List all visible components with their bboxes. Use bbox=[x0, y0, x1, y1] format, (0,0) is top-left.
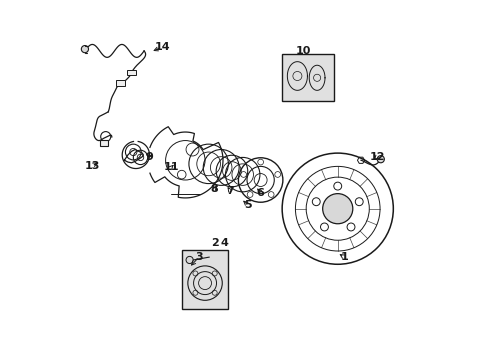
Text: 4: 4 bbox=[221, 238, 228, 248]
Text: 3: 3 bbox=[195, 252, 203, 262]
Text: 10: 10 bbox=[295, 46, 311, 56]
Bar bbox=[116, 80, 125, 86]
Bar bbox=[282, 54, 333, 101]
Text: 2: 2 bbox=[211, 238, 219, 248]
Circle shape bbox=[81, 45, 88, 53]
Text: 8: 8 bbox=[210, 184, 218, 194]
Circle shape bbox=[376, 156, 384, 163]
Bar bbox=[182, 250, 228, 309]
Text: 11: 11 bbox=[163, 162, 179, 172]
Text: 7: 7 bbox=[226, 186, 234, 196]
Text: 14: 14 bbox=[154, 42, 169, 52]
Circle shape bbox=[185, 256, 193, 264]
Bar bbox=[100, 140, 108, 145]
Text: 9: 9 bbox=[145, 152, 153, 162]
Text: 5: 5 bbox=[244, 200, 251, 210]
Text: 1: 1 bbox=[340, 252, 347, 262]
Text: 6: 6 bbox=[256, 188, 264, 198]
Bar bbox=[127, 69, 136, 75]
Text: 12: 12 bbox=[368, 152, 384, 162]
Text: 13: 13 bbox=[84, 161, 100, 171]
Circle shape bbox=[322, 194, 352, 224]
